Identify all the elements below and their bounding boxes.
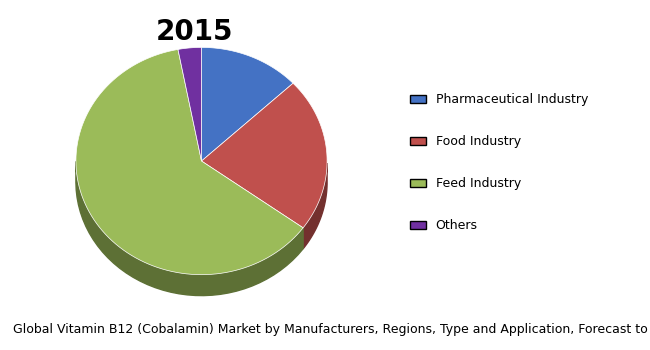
- Polygon shape: [76, 49, 303, 275]
- Text: 2015: 2015: [156, 18, 234, 46]
- Polygon shape: [178, 47, 202, 161]
- Text: Food Industry: Food Industry: [436, 134, 521, 148]
- Text: Pharmaceutical Industry: Pharmaceutical Industry: [436, 92, 588, 106]
- Polygon shape: [202, 47, 293, 161]
- Text: Feed Industry: Feed Industry: [436, 176, 521, 190]
- Polygon shape: [202, 83, 327, 228]
- Polygon shape: [303, 163, 327, 249]
- Text: Global Vitamin B12 (Cobalamin) Market by Manufacturers, Regions, Type and Applic: Global Vitamin B12 (Cobalamin) Market by…: [13, 323, 650, 336]
- Polygon shape: [76, 162, 303, 296]
- Text: Others: Others: [436, 218, 478, 232]
